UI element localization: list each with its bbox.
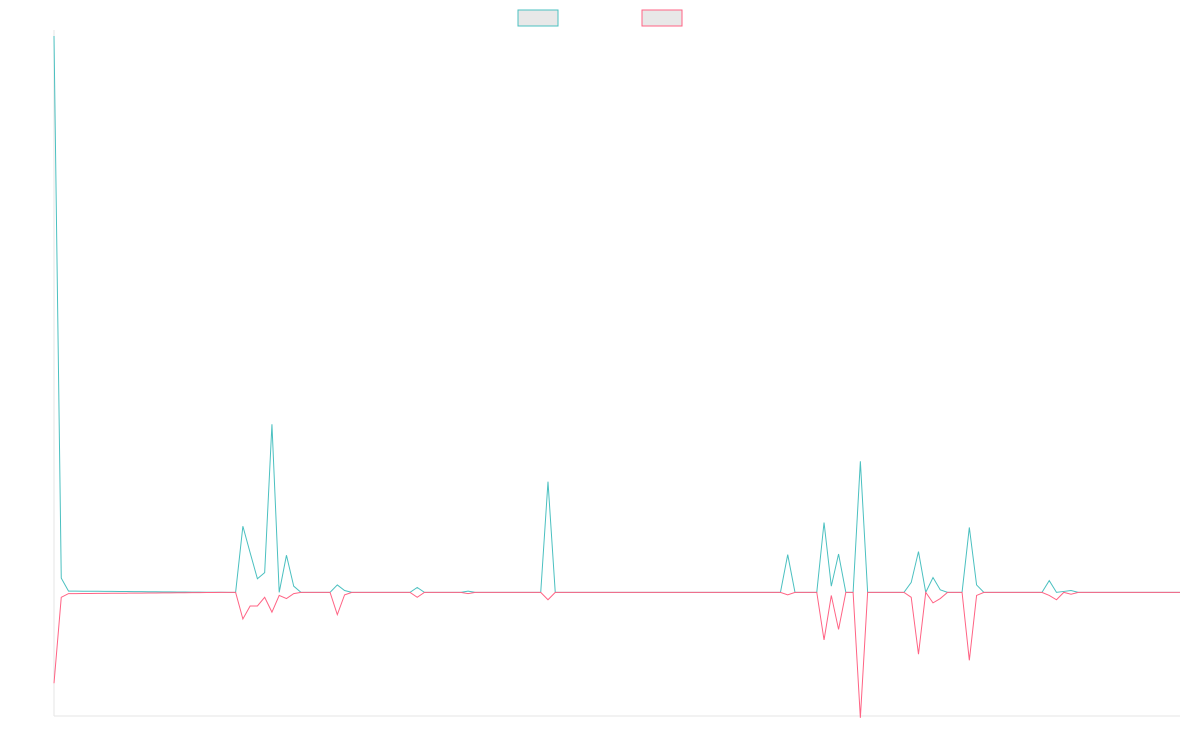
legend-swatch-1[interactable] [517, 9, 559, 27]
chart-legend [517, 9, 683, 27]
series-line-1 [53, 35, 1180, 594]
legend-swatch-2[interactable] [641, 9, 683, 27]
series-line-2 [53, 590, 1180, 718]
series-layer [53, 35, 1180, 718]
